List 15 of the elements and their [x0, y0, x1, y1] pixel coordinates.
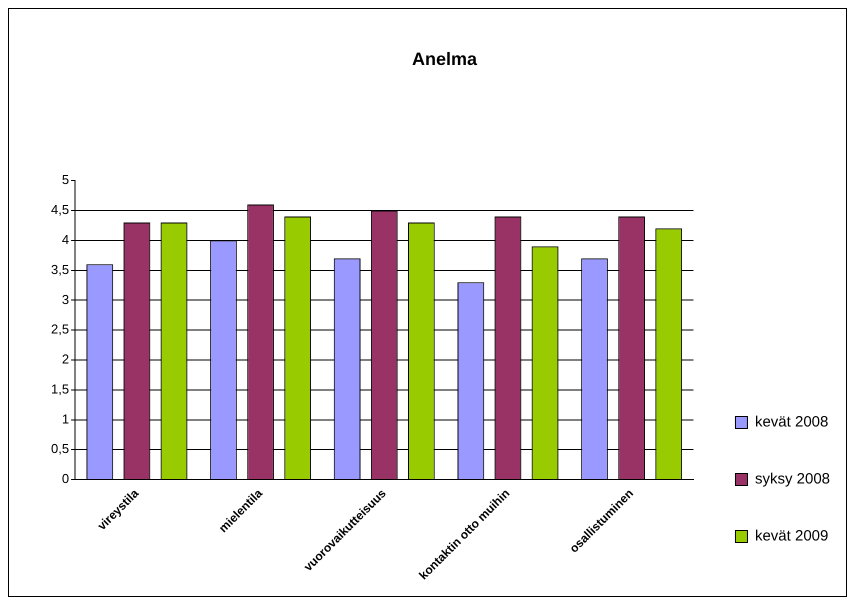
y-tick-label: 3,5 — [50, 262, 70, 277]
y-tick-label: 3 — [62, 292, 70, 307]
y-tick-label: 4 — [62, 232, 70, 247]
y-tick-label: 1 — [62, 411, 70, 426]
legend-label: kevät 2009 — [754, 528, 828, 545]
y-tick-label: 5 — [62, 172, 70, 188]
legend-label: syksy 2008 — [754, 470, 830, 488]
chart-title: Anelma — [412, 48, 478, 69]
y-tick-label: 1,5 — [50, 381, 70, 396]
y-tick-label: 0 — [62, 471, 70, 486]
y-tick-label: 2 — [62, 352, 70, 367]
y-tick-label: 4,5 — [50, 202, 70, 218]
y-tick-label: 2,5 — [50, 322, 70, 337]
legend-label: kevät 2008 — [754, 414, 828, 431]
y-tick-label: 0,5 — [50, 441, 70, 456]
